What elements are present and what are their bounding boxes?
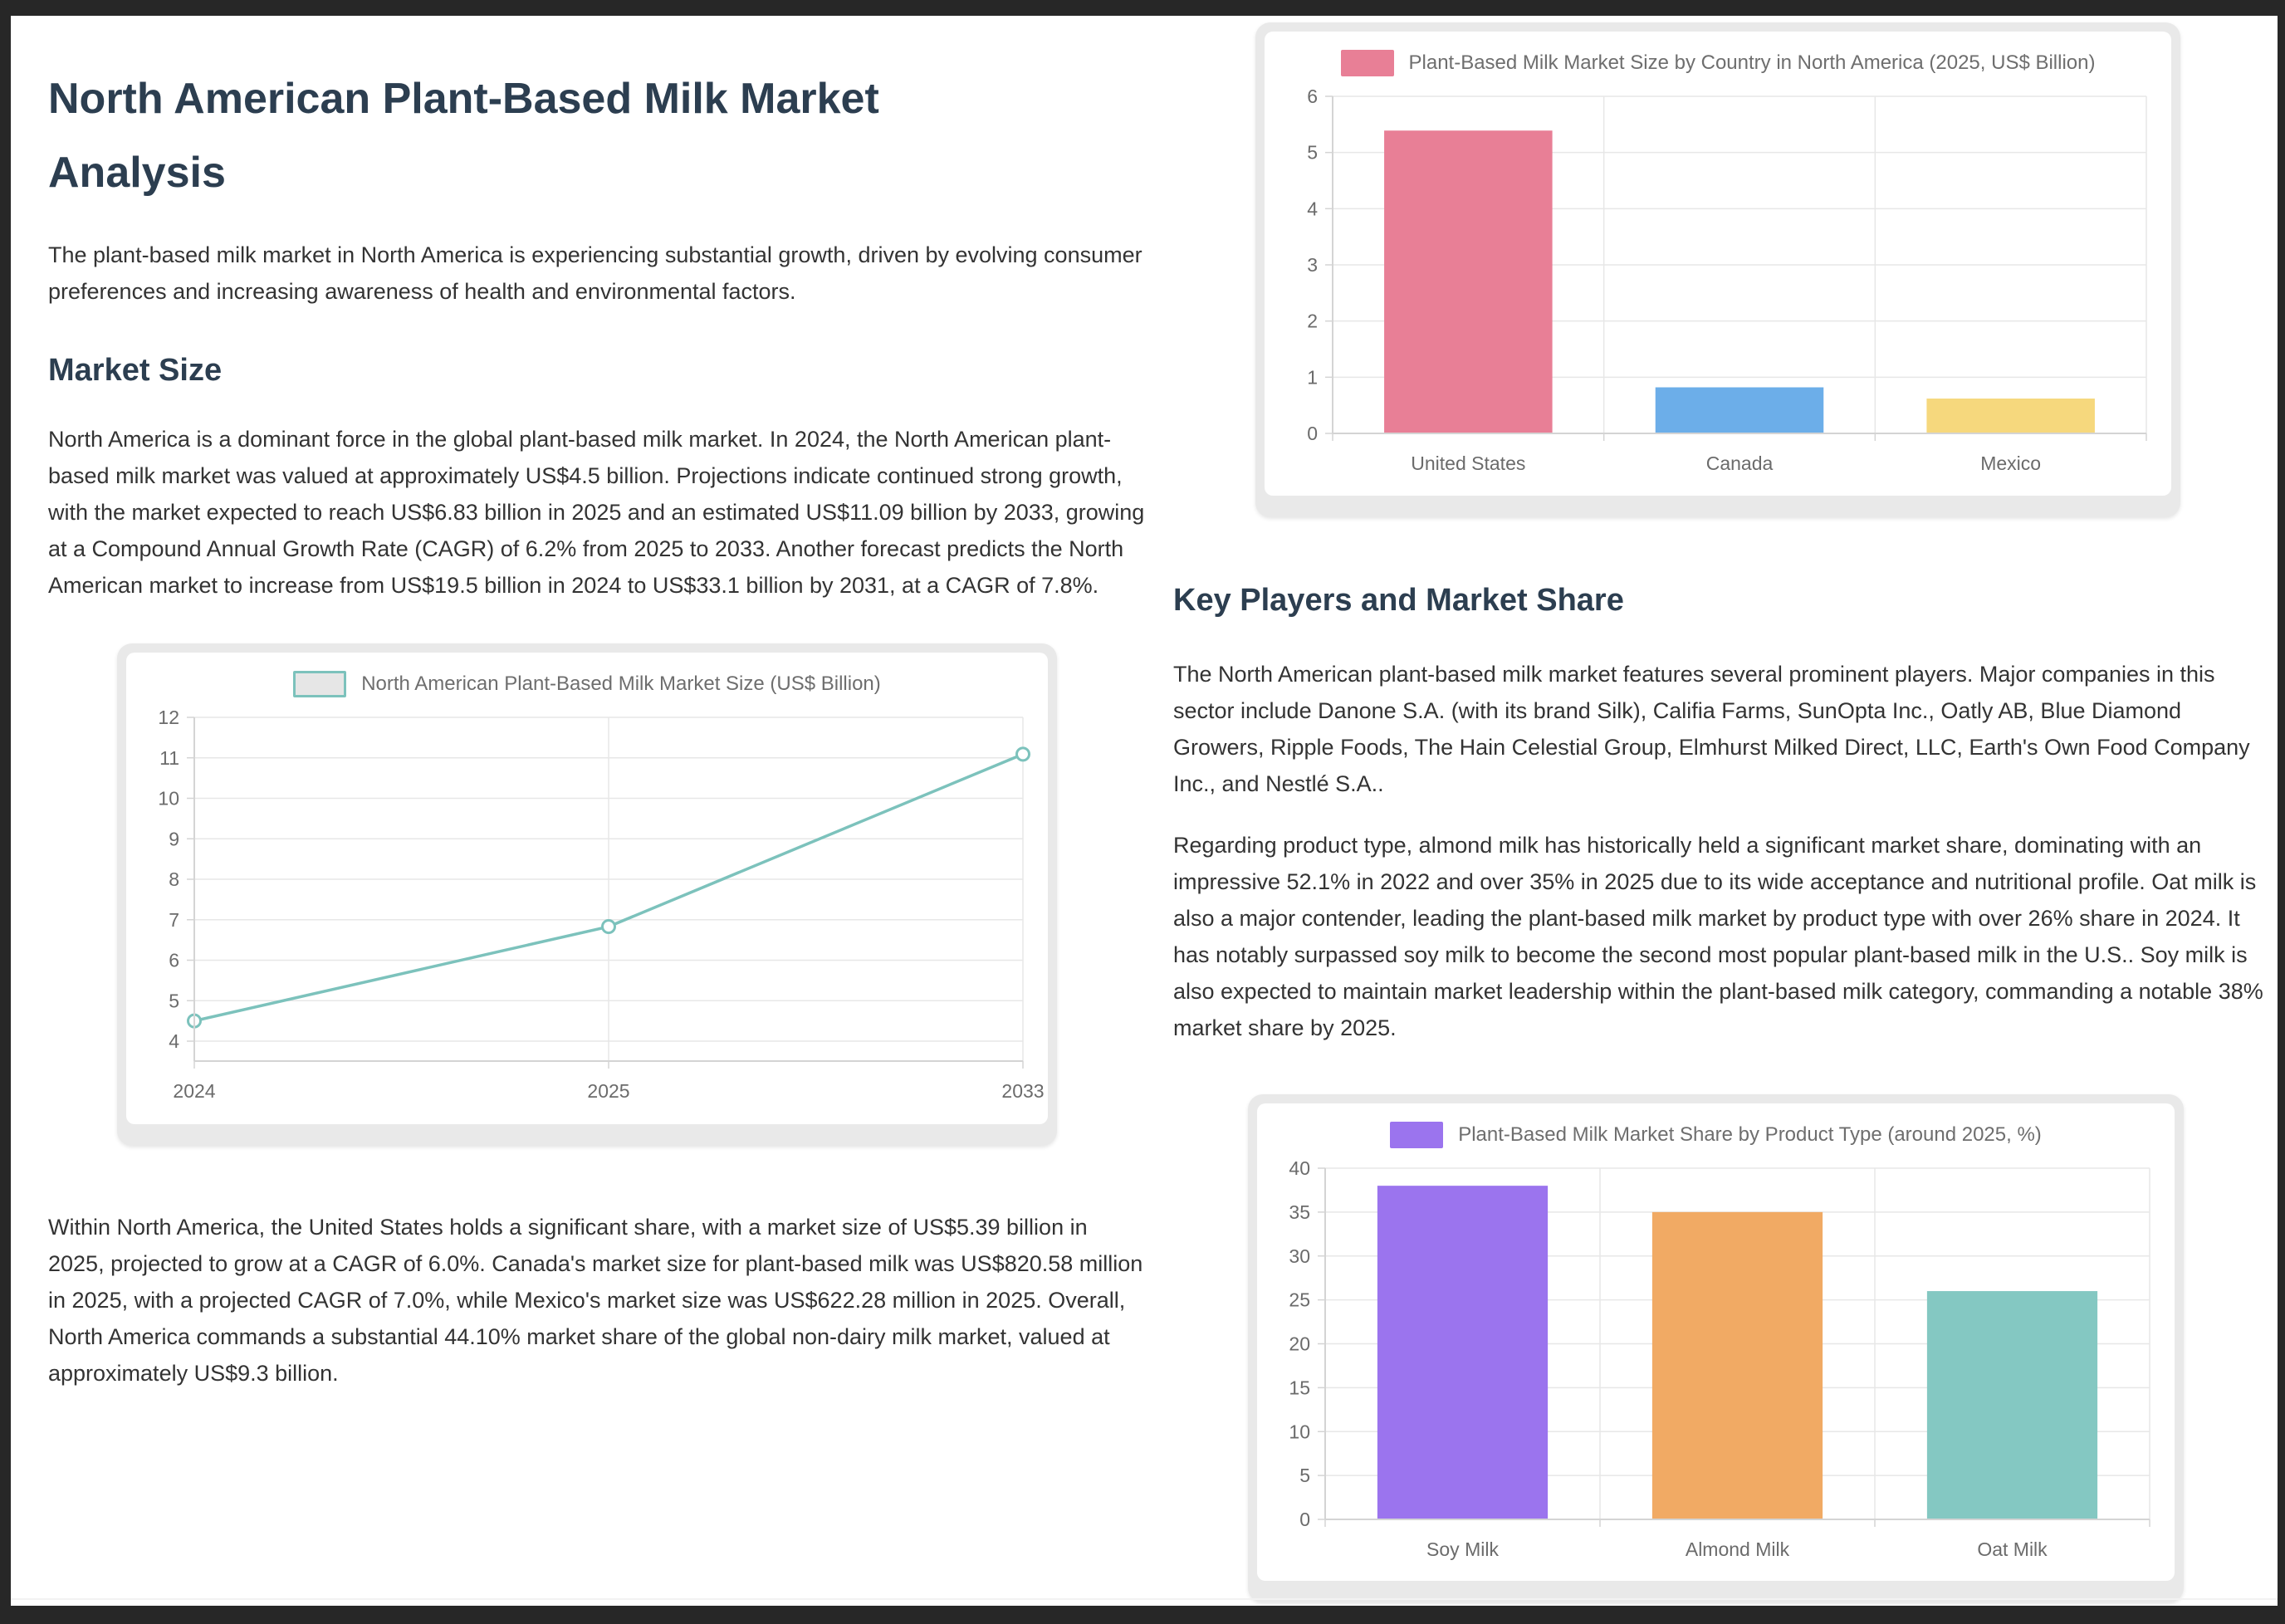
country-bar-chart-card: Plant-Based Milk Market Size by Country … [1255,22,2180,517]
svg-text:35: 35 [1289,1201,1310,1223]
left-column: North American Plant-Based Milk Market A… [48,49,1165,1392]
svg-text:United States: United States [1411,452,1525,474]
svg-text:3: 3 [1307,254,1318,276]
line-chart-canvas: North American Plant-Based Milk Market S… [126,653,1048,1124]
line-chart-legend[interactable]: North American Plant-Based Milk Market S… [126,669,1048,699]
svg-text:0: 0 [1299,1509,1310,1530]
country-bar-chart-plot: 0 1 2 3 4 5 6 United States Canada Mexico [1307,86,2147,474]
svg-text:7: 7 [169,909,179,931]
country-chart-legend[interactable]: Plant-Based Milk Market Size by Country … [1265,48,2171,78]
svg-text:40: 40 [1289,1157,1310,1179]
svg-text:2024: 2024 [173,1080,215,1102]
document-page: North American Plant-Based Milk Market A… [11,16,2278,1606]
svg-text:2033: 2033 [1001,1080,1044,1102]
svg-text:6: 6 [1307,86,1318,107]
svg-text:Almond Milk: Almond Milk [1686,1538,1790,1560]
country-bar-chart-canvas: Plant-Based Milk Market Size by Country … [1265,32,2171,496]
svg-text:Canada: Canada [1706,452,1774,474]
svg-text:Soy Milk: Soy Milk [1426,1538,1499,1560]
key-players-paragraph-1: The North American plant-based milk mark… [1173,662,2250,796]
svg-text:11: 11 [159,747,179,769]
svg-text:Mexico: Mexico [1980,452,2041,474]
svg-text:20: 20 [1289,1333,1310,1355]
product-share-chart-canvas: Plant-Based Milk Market Share by Product… [1257,1103,2175,1581]
svg-text:6: 6 [169,950,179,971]
svg-text:2: 2 [1307,311,1318,332]
line-chart-plot: 4 5 6 7 8 9 10 11 12 2024 2025 2033 [158,707,1044,1102]
svg-text:5: 5 [1307,142,1318,164]
svg-text:5: 5 [169,990,179,1011]
svg-text:4: 4 [169,1030,179,1052]
svg-text:25: 25 [1289,1289,1310,1311]
product-chart-legend-label: Plant-Based Milk Market Share by Product… [1458,1123,2042,1146]
section-heading-key-players: Key Players and Market Share [1173,583,1624,618]
line-chart-card: North American Plant-Based Milk Market S… [117,643,1057,1146]
line-chart-legend-label: North American Plant-Based Milk Market S… [361,673,881,695]
svg-text:15: 15 [1289,1377,1310,1398]
product-share-chart-card: Plant-Based Milk Market Share by Product… [1248,1094,2184,1602]
market-size-paragraph-2: Within North America, the United States … [48,1215,1143,1386]
section-heading-market-size: Market Size [48,353,223,388]
product-legend-swatch-icon [1390,1122,1444,1148]
svg-text:5: 5 [1299,1465,1310,1486]
line-legend-swatch-icon [293,671,347,697]
svg-text:10: 10 [158,788,179,810]
svg-text:Oat Milk: Oat Milk [1977,1538,2048,1560]
svg-text:1: 1 [1307,366,1318,388]
svg-text:4: 4 [1307,198,1318,219]
svg-text:10: 10 [1289,1421,1310,1442]
intro-paragraph: The plant-based milk market in North Ame… [48,242,1142,304]
svg-text:2025: 2025 [587,1080,629,1102]
country-legend-swatch-icon [1340,50,1394,76]
right-column: Plant-Based Milk Market Size by Country … [1173,22,2278,1602]
svg-text:0: 0 [1307,423,1318,444]
product-share-chart-plot: 0 5 10 15 20 25 30 35 40 Soy Milk Almond Milk Oat M… [1289,1157,2150,1560]
svg-text:30: 30 [1289,1245,1310,1267]
svg-text:9: 9 [169,828,179,849]
country-chart-legend-label: Plant-Based Milk Market Size by Country … [1408,51,2096,74]
svg-text:12: 12 [158,707,179,728]
market-size-paragraph-1: North America is a dominant force in the… [48,427,1145,598]
page-title: North American Plant-Based Milk Market A… [48,75,879,197]
key-players-paragraph-2: Regarding product type, almond milk has … [1173,833,2263,1040]
product-chart-legend[interactable]: Plant-Based Milk Market Share by Product… [1257,1120,2175,1150]
svg-text:8: 8 [169,868,179,890]
